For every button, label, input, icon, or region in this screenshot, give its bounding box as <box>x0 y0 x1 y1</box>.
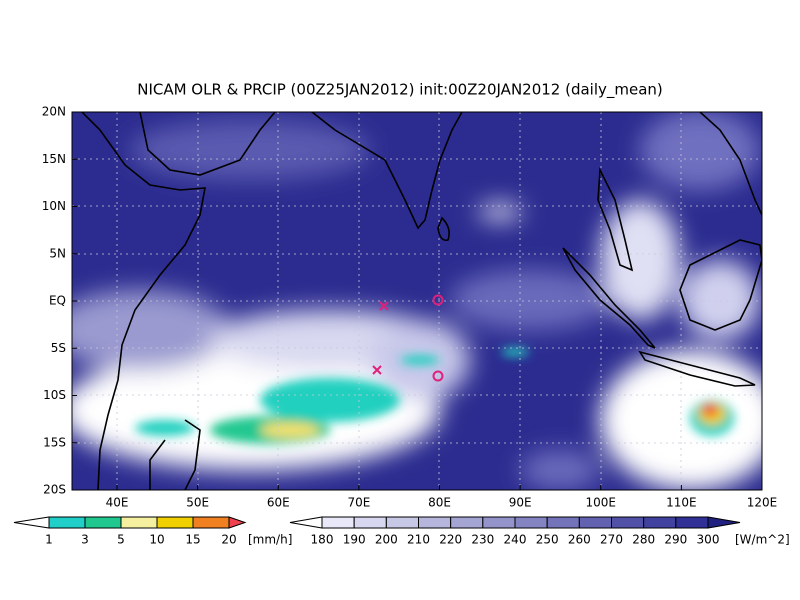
colorbar-label: 220 <box>439 533 462 547</box>
colorbar-box <box>643 516 677 529</box>
colorbar-box <box>120 516 158 529</box>
colorbar-box <box>546 516 580 529</box>
lon-label: 40E <box>106 496 129 510</box>
lat-label: 20S <box>43 483 66 497</box>
colorbar-box <box>418 516 452 529</box>
colorbar-label: 10 <box>149 533 164 547</box>
colorbar-box <box>514 516 548 529</box>
colorbar-label: 190 <box>343 533 366 547</box>
colorbar-box <box>321 516 355 529</box>
colorbar-label: 270 <box>600 533 623 547</box>
lat-label: EQ <box>49 294 66 308</box>
colorbar-box <box>156 516 194 529</box>
colorbar-box <box>385 516 420 529</box>
lat-label: 20N <box>42 105 66 119</box>
colorbar-label: 230 <box>471 533 494 547</box>
colorbar-unit: [W/m^2] <box>735 533 790 547</box>
colorbar-arrow <box>289 516 323 529</box>
coastlines <box>81 112 762 490</box>
lat-label: 5N <box>49 246 66 260</box>
colorbar-label: 5 <box>117 533 125 547</box>
colorbar-box <box>450 516 484 529</box>
lat-label: 15N <box>42 152 66 166</box>
colorbar-box <box>353 516 387 529</box>
colorbar-box <box>192 516 230 529</box>
colorbar-label: 210 <box>407 533 430 547</box>
lon-label: 90E <box>509 496 532 510</box>
colorbar-box <box>578 516 612 529</box>
lat-label: 15S <box>43 435 66 449</box>
precip <box>135 348 734 444</box>
colorbar-label: 260 <box>568 533 591 547</box>
lon-label: 110E <box>666 496 697 510</box>
lat-label: 10S <box>43 388 66 402</box>
colorbar-label: 290 <box>664 533 687 547</box>
lon-label: 50E <box>186 496 209 510</box>
olr-cloud <box>72 112 762 490</box>
lat-label: 5S <box>51 341 66 355</box>
colorbar-box <box>675 516 709 529</box>
colorbar-box <box>48 516 86 529</box>
lon-label: 100E <box>586 496 617 510</box>
colorbar-label: 15 <box>185 533 200 547</box>
colorbar-label: 20 <box>221 533 236 547</box>
colorbar-box <box>482 516 516 529</box>
colorbar-label: 1 <box>45 533 53 547</box>
lon-label: 60E <box>267 496 290 510</box>
lon-label: 80E <box>428 496 451 510</box>
colorbar-label: 180 <box>311 533 334 547</box>
colorbar-label: 280 <box>632 533 655 547</box>
colorbar-arrow <box>228 516 247 529</box>
colorbar-arrow <box>13 516 50 529</box>
lon-label: 70E <box>347 496 370 510</box>
markers <box>372 294 444 382</box>
colorbar-box <box>84 516 122 529</box>
colorbar-unit: [mm/h] <box>248 533 292 547</box>
map-field <box>72 112 762 490</box>
map-title: NICAM OLR & PRCIP (00Z25JAN2012) init:00… <box>137 81 663 100</box>
colorbar-label: 240 <box>504 533 527 547</box>
colorbar-box <box>611 516 645 529</box>
grid <box>72 112 762 490</box>
colorbar-label: 3 <box>81 533 89 547</box>
colorbar-label: 250 <box>536 533 559 547</box>
colorbar-label: 200 <box>375 533 398 547</box>
colorbar-arrow <box>707 516 741 529</box>
colorbar-label: 300 <box>697 533 720 547</box>
lat-label: 10N <box>42 199 66 213</box>
lon-label: 120E <box>747 496 778 510</box>
